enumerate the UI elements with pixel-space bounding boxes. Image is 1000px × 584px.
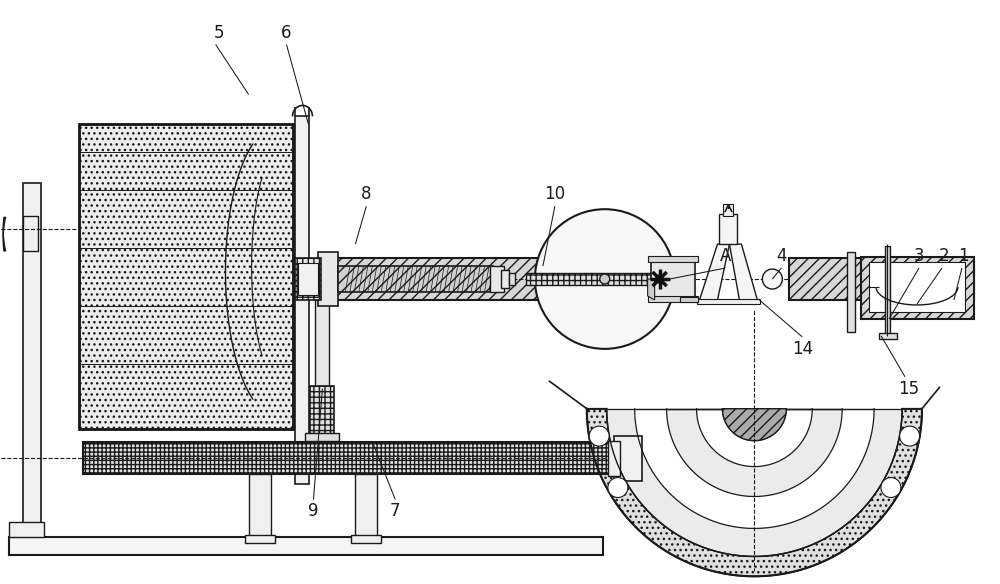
Bar [245, 536, 275, 543]
Text: 14: 14 [792, 340, 813, 358]
Bar [651, 258, 695, 300]
Bar [23, 216, 38, 251]
Bar [305, 433, 339, 441]
Bar [9, 523, 44, 537]
Circle shape [656, 275, 664, 283]
Bar [355, 474, 377, 537]
Bar [83, 442, 622, 474]
Bar [23, 183, 41, 537]
Circle shape [881, 478, 901, 498]
Bar [501, 270, 509, 288]
Circle shape [608, 478, 628, 498]
Text: 7: 7 [390, 502, 400, 520]
Bar [719, 214, 737, 244]
Bar [680, 297, 698, 302]
Bar [879, 333, 897, 339]
Circle shape [600, 274, 610, 284]
Circle shape [762, 269, 782, 289]
Bar [648, 296, 698, 302]
Text: 15: 15 [898, 380, 920, 398]
Text: 10: 10 [544, 185, 565, 203]
Polygon shape [667, 409, 842, 496]
Bar [697, 299, 760, 304]
Bar [648, 256, 698, 262]
Text: 8: 8 [361, 185, 372, 203]
Bar [249, 474, 271, 537]
Polygon shape [729, 244, 757, 300]
Bar [614, 436, 642, 481]
Circle shape [900, 426, 920, 446]
Text: 6: 6 [281, 23, 292, 41]
Bar [847, 252, 855, 332]
Bar [509, 273, 515, 285]
Bar [9, 537, 603, 555]
Bar [861, 257, 974, 319]
Polygon shape [648, 279, 655, 300]
Text: 9: 9 [308, 502, 319, 520]
Bar [351, 536, 381, 543]
Bar [330, 258, 640, 300]
Bar [723, 204, 733, 216]
Text: 5: 5 [213, 23, 224, 41]
Polygon shape [607, 409, 902, 557]
Bar [608, 441, 620, 475]
Text: 4: 4 [776, 247, 787, 265]
Bar [310, 386, 334, 436]
Bar [490, 266, 504, 292]
Bar [315, 298, 329, 388]
Bar [295, 258, 321, 300]
Text: 3: 3 [914, 247, 924, 265]
Bar [318, 252, 338, 306]
Text: 1: 1 [959, 247, 969, 265]
Bar [338, 266, 493, 292]
Polygon shape [700, 244, 729, 300]
Polygon shape [587, 409, 922, 576]
Bar [295, 116, 309, 484]
Text: 2: 2 [939, 247, 949, 265]
Bar [79, 124, 293, 429]
Bar [79, 124, 293, 429]
Bar [789, 258, 974, 300]
Text: A: A [720, 247, 731, 265]
Bar [526, 273, 654, 285]
Bar [298, 263, 318, 295]
Bar [869, 262, 965, 312]
Bar [885, 246, 890, 336]
Circle shape [589, 426, 609, 446]
Polygon shape [722, 409, 786, 441]
Circle shape [535, 209, 675, 349]
